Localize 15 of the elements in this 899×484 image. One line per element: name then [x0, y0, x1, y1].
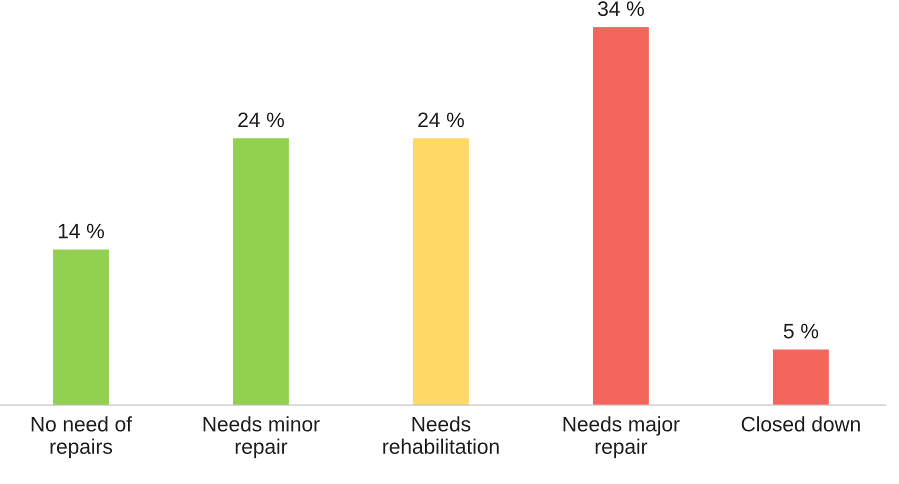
bar: [593, 27, 649, 406]
x-tick-label: Needs minor repair: [204, 416, 320, 458]
x-tick-label: Needs rehabilitation: [383, 416, 499, 454]
x-tick-label: Needs major repair: [564, 416, 680, 458]
data-label: 14 %: [58, 224, 104, 238]
data-label: 24 %: [238, 112, 284, 128]
data-label: 34 %: [598, 1, 644, 16]
bar: [53, 249, 109, 406]
x-tick-label: No need of repairs: [32, 416, 132, 458]
bar: [233, 138, 289, 406]
bar: [413, 138, 469, 406]
data-label: 5 %: [784, 324, 818, 338]
x-tick-label: Closed down: [742, 416, 860, 432]
data-label: 24 %: [418, 112, 464, 128]
bar: [773, 350, 829, 406]
